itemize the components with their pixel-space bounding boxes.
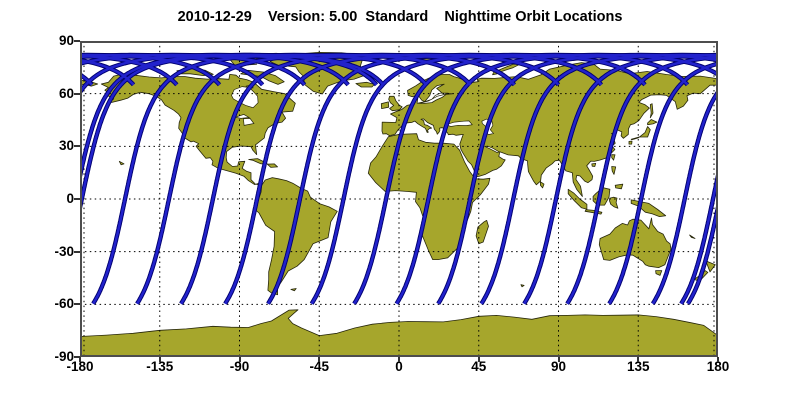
water-lake-superior bbox=[234, 114, 251, 119]
x-axis-tick bbox=[158, 357, 161, 362]
orbit-track bbox=[353, 53, 689, 305]
y-tick-label: 0 bbox=[66, 191, 74, 206]
orbit-track bbox=[80, 53, 306, 86]
y-tick-label: -60 bbox=[54, 296, 74, 312]
orbit-track bbox=[566, 55, 718, 305]
x-tick-label: 0 bbox=[395, 359, 403, 374]
orbit-tracks bbox=[80, 52, 718, 305]
x-tick-label: 180 bbox=[706, 359, 730, 374]
orbit-track bbox=[680, 170, 718, 305]
x-axis-tick bbox=[557, 357, 560, 362]
orbit-track bbox=[686, 201, 718, 305]
orbit-track bbox=[437, 53, 718, 305]
x-axis-tick bbox=[398, 357, 400, 362]
x-tick-label: 45 bbox=[471, 359, 487, 374]
landmass-philippines-mindanao bbox=[614, 183, 624, 190]
plot-root bbox=[80, 41, 718, 357]
landmass-great-britain bbox=[388, 95, 403, 112]
orbit-track bbox=[651, 89, 718, 305]
y-tick-label: 90 bbox=[58, 33, 74, 48]
x-axis-tick bbox=[238, 357, 241, 362]
orbit-track bbox=[608, 62, 718, 305]
landmass-hispaniola bbox=[266, 163, 278, 168]
landmass-sumatra bbox=[567, 188, 588, 210]
orbit-track bbox=[480, 53, 718, 305]
water-baltic-sea bbox=[418, 92, 449, 104]
landmass-japan-kyushu bbox=[628, 140, 633, 145]
orbit-track bbox=[80, 53, 378, 182]
landmass-java bbox=[584, 209, 603, 215]
water-lake-michigan-huron bbox=[243, 118, 255, 126]
landmass-sulawesi bbox=[609, 196, 619, 209]
x-tick-label: -45 bbox=[309, 359, 329, 374]
x-tick-label: -90 bbox=[229, 359, 250, 374]
landmass-madagascar bbox=[475, 220, 489, 245]
x-tick-label: 135 bbox=[626, 359, 650, 374]
x-tick-label: -135 bbox=[146, 359, 174, 374]
y-tick-label: -90 bbox=[54, 349, 74, 364]
x-axis-tick bbox=[717, 357, 719, 362]
landmass-sri-lanka bbox=[540, 181, 545, 189]
x-tick-label: -180 bbox=[66, 359, 94, 374]
x-tick-label: 90 bbox=[550, 359, 567, 374]
landmass-eurasia bbox=[381, 62, 718, 197]
orbit-track bbox=[310, 53, 646, 305]
orbit-track bbox=[179, 53, 516, 305]
landmass-south-america bbox=[254, 177, 338, 296]
landmass-tasmania bbox=[655, 270, 663, 276]
landmass-ireland bbox=[380, 101, 390, 109]
landmass-hawaii bbox=[118, 160, 125, 166]
plot-frame bbox=[80, 41, 718, 357]
landmass-sakhalin bbox=[649, 103, 654, 119]
y-tick-label: -30 bbox=[54, 243, 74, 259]
orbit-track bbox=[224, 53, 560, 305]
water-black-sea bbox=[447, 120, 473, 127]
landmass-falkland-islands bbox=[290, 288, 297, 292]
y-axis-tick bbox=[74, 198, 80, 200]
y-tick-label: 60 bbox=[58, 85, 74, 101]
plot-svg bbox=[80, 41, 718, 357]
landmass-iceland bbox=[355, 81, 375, 88]
landmass-new-caledonia bbox=[689, 234, 696, 239]
y-axis-tick bbox=[74, 303, 80, 306]
x-axis-tick bbox=[318, 357, 321, 362]
landmass-hainan bbox=[591, 163, 597, 167]
y-axis-tick bbox=[74, 145, 80, 148]
y-axis-tick bbox=[74, 356, 80, 358]
y-axis-tick bbox=[74, 40, 80, 42]
x-axis-tick bbox=[79, 357, 81, 362]
landmass-japan-honshu bbox=[630, 126, 651, 141]
chart-title: 2010-12-29 Version: 5.00 Standard Nightt… bbox=[177, 9, 623, 25]
orbit-track bbox=[80, 53, 350, 95]
landmass-taiwan bbox=[611, 154, 616, 161]
orbit-track bbox=[395, 53, 718, 305]
x-axis-tick bbox=[637, 357, 640, 362]
landmass-australia bbox=[598, 217, 672, 268]
landmass-philippines-luzon bbox=[611, 166, 617, 175]
orbit-track bbox=[523, 53, 718, 305]
landmass-kerguelen bbox=[520, 284, 525, 288]
x-axis-tick bbox=[477, 357, 480, 362]
orbit-track bbox=[267, 53, 603, 305]
y-axis-tick bbox=[74, 250, 80, 253]
landmass-japan-hokkaido bbox=[647, 119, 658, 126]
y-tick-label: 30 bbox=[58, 138, 74, 154]
y-axis-tick bbox=[74, 92, 80, 95]
